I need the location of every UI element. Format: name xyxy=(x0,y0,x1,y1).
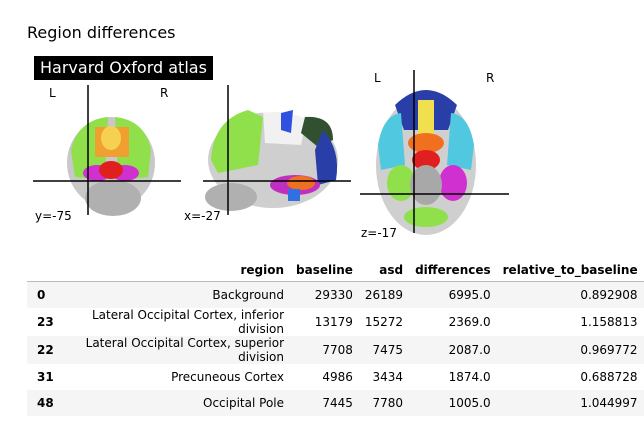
table-row: 0 Background 29330 26189 6995.0 0.892908 xyxy=(27,281,644,308)
column-header-differences: differences xyxy=(409,259,497,282)
cell-differences: 1005.0 xyxy=(448,396,491,410)
axial-region-left-cyan xyxy=(378,113,405,170)
cell-region: Background xyxy=(212,288,284,302)
axial-region-right-cyan xyxy=(447,113,474,170)
sagittal-coordinate: x=-27 xyxy=(184,209,221,223)
row-index: 31 xyxy=(37,370,54,384)
axial-region-left-green xyxy=(387,165,415,201)
cell-asd: 7475 xyxy=(372,343,404,357)
table-row: 23 Lateral Occipital Cortex, inferior di… xyxy=(27,308,644,336)
axial-region-center-yellow xyxy=(418,100,434,135)
coronal-region-center xyxy=(101,126,121,150)
index-header xyxy=(27,259,65,282)
cell-baseline: 7708 xyxy=(322,343,353,357)
axial-region-orange xyxy=(408,133,444,153)
column-header-baseline: baseline xyxy=(290,259,359,282)
page-title: Region differences xyxy=(27,23,176,42)
cell-region: Lateral Occipital Cortex, superior divis… xyxy=(85,336,284,364)
cell-relative: 1.044997 xyxy=(580,396,638,410)
table-row: 48 Occipital Pole 7445 7780 1005.0 1.044… xyxy=(27,390,644,416)
sagittal-region-frontal-blue xyxy=(315,130,338,185)
region-differences-table: region baseline asd differences relative… xyxy=(27,259,644,416)
cell-asd: 26189 xyxy=(364,288,404,302)
sagittal-region-blue-low xyxy=(288,189,300,201)
cell-relative: 0.969772 xyxy=(580,343,638,357)
row-index: 22 xyxy=(37,343,54,357)
axial-left-label: L xyxy=(374,71,381,85)
sagittal-region-blue-small xyxy=(281,110,293,133)
cell-asd: 7780 xyxy=(372,396,404,410)
axial-region-occipital xyxy=(404,207,448,227)
row-index: 48 xyxy=(37,396,54,410)
cell-region: Precuneous Cortex xyxy=(171,370,284,384)
cell-asd: 3434 xyxy=(372,370,404,384)
axial-right-label: R xyxy=(486,71,495,85)
cell-region: Lateral Occipital Cortex, inferior divis… xyxy=(91,308,284,336)
cell-differences: 2369.0 xyxy=(448,315,491,329)
axial-coordinate: z=-17 xyxy=(361,226,397,240)
sagittal-region-orange xyxy=(287,176,315,190)
brain-atlas-figure xyxy=(33,70,509,235)
cell-baseline: 4986 xyxy=(322,370,353,384)
column-header-relative: relative_to_baseline xyxy=(496,259,644,282)
cell-relative: 1.158813 xyxy=(580,315,638,329)
axial-region-right-magenta xyxy=(439,165,467,201)
atlas-label: Harvard Oxford atlas xyxy=(34,56,213,80)
table-row: 31 Precuneous Cortex 4986 3434 1874.0 0.… xyxy=(27,364,644,390)
cell-differences: 1874.0 xyxy=(448,370,491,384)
axial-view xyxy=(360,70,509,235)
cell-baseline: 7445 xyxy=(322,396,353,410)
table-row: 22 Lateral Occipital Cortex, superior di… xyxy=(27,336,644,364)
cell-asd: 15272 xyxy=(364,315,404,329)
axial-region-red xyxy=(412,150,440,170)
cell-relative: 0.688728 xyxy=(580,370,638,384)
cell-differences: 6995.0 xyxy=(448,288,491,302)
coronal-view xyxy=(33,85,181,216)
sagittal-cerebellum xyxy=(205,183,257,211)
coronal-right-label: R xyxy=(160,86,169,100)
column-header-asd: asd xyxy=(358,259,410,282)
sagittal-region-occipital xyxy=(211,110,263,173)
coronal-cerebellum xyxy=(85,180,141,216)
cell-differences: 2087.0 xyxy=(448,343,491,357)
cell-baseline: 13179 xyxy=(314,315,353,329)
coronal-region-red xyxy=(99,161,123,179)
axial-brainstem xyxy=(410,165,442,205)
sagittal-view xyxy=(203,85,351,215)
table-header-row: region baseline asd differences relative… xyxy=(27,259,644,282)
coronal-left-label: L xyxy=(49,86,56,100)
column-header-region: region xyxy=(65,259,290,282)
coronal-coordinate: y=-75 xyxy=(35,209,72,223)
cell-baseline: 29330 xyxy=(314,288,353,302)
row-index: 0 xyxy=(37,288,46,302)
cell-region: Occipital Pole xyxy=(203,396,284,410)
cell-relative: 0.892908 xyxy=(580,288,638,302)
row-index: 23 xyxy=(37,315,54,329)
